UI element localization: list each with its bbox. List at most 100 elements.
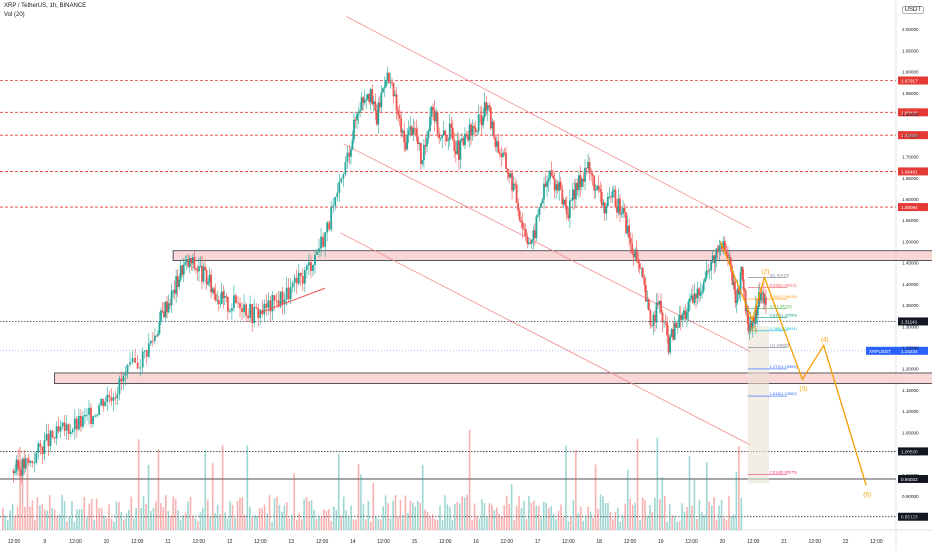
candle-body [51,430,54,438]
volume-bar [332,506,335,530]
candle-body [731,270,734,285]
candle-body [521,222,524,229]
candle-body [395,94,398,111]
candle-body [61,422,64,427]
volume-bar [236,500,239,530]
volume-bar [735,471,738,530]
volume-bar [688,456,691,530]
candle-body [233,295,235,309]
volume-bar [214,513,217,530]
candle-body [368,94,371,103]
candle-body [322,236,324,247]
volume-bar [76,509,78,530]
candle-body [747,323,750,332]
volume-bar [698,500,701,530]
fib-label-9: 1.618(1.13562) [770,391,798,396]
candle-body [518,210,521,221]
volume-bar [634,502,636,530]
fib-label-10: 2.618(0.95075) [770,470,798,475]
elliott-wave-projection: (1) (2) (3) (4) (5) [719,241,871,498]
price-tick-label: 1.50000 [902,239,919,244]
volume-bar [446,504,449,530]
price-axis[interactable]: 2.00000 1.95000 1.90000 1.85000 1.80000 1.750… [902,27,919,520]
candle-body [619,198,621,215]
candle-body [267,300,270,308]
candle-body [205,270,208,285]
candle-body [155,335,158,337]
volume-bar [298,512,300,530]
volume-bar [668,504,671,530]
candle-body [461,138,463,141]
candle-body [679,315,682,320]
candle-body [235,295,237,303]
fib-label-2: 0.236(1.39112) [770,283,798,288]
candle-body [94,415,96,417]
candle-body [14,471,16,474]
volume-bar [407,513,409,530]
volume-bar [693,480,696,530]
candle-body [158,321,161,334]
candle-body [71,429,74,432]
candle-body [112,397,115,401]
time-tick-label: 12:00 [8,539,21,545]
price-tick-label: 1.10000 [902,409,919,414]
volume-indicator-label[interactable]: Vol (20) [4,12,25,18]
candle-body [485,102,488,111]
volume-bar [412,502,414,530]
volume-bar [293,473,296,530]
volume-bar [53,509,56,530]
candle-body [407,130,410,136]
candle-body [303,270,306,284]
volume-bar [621,515,624,530]
candle-body [459,140,462,160]
volume-bar [377,518,380,530]
volume-bar [78,509,81,530]
wave-label-2: (2) [761,268,769,275]
candle-body [613,189,615,192]
volume-bar [98,508,100,530]
candle-body [541,199,544,204]
volume-bar [140,508,142,530]
volume-bar [644,499,646,530]
candle-body [166,301,168,313]
candle-body [558,181,561,191]
candle-body [35,452,38,463]
candle-body [245,304,247,316]
level-label-8: 0.94022 [901,477,918,482]
candle-body [222,291,225,299]
volume-bar [135,508,137,530]
volume-bar [701,512,703,530]
candle-body [419,143,422,164]
candle-body [608,196,611,198]
candle-body [385,80,387,87]
candle-body [202,266,205,282]
time-axis[interactable]: 12:00 9 12:00 10 12:00 11 12:00 12 12:00 13 12:00 1… [8,539,883,545]
candle-body [464,133,466,146]
candle-body [643,277,646,285]
candle-body [666,322,669,336]
candle-body [53,437,56,439]
volume-bar [367,501,370,530]
volume-bar [537,506,540,530]
volume-bar [320,516,323,530]
candle-body [413,128,416,130]
candle-body [287,287,290,300]
candle-body [705,270,708,278]
candle-body [465,133,468,136]
candle-body [739,272,742,292]
volume-bar [577,513,580,530]
volume-bar [115,501,118,530]
volume-bar [266,513,268,530]
volume-bar [387,503,389,530]
currency-button[interactable]: USDT [901,6,924,14]
time-tick-label: 11 [165,539,170,545]
candle-body [564,199,567,206]
candle-body [710,261,713,271]
volume-bar [421,464,424,530]
candle-body [126,364,129,373]
candle-body [424,144,427,147]
candle-body [588,162,591,174]
candle-body [96,414,99,416]
candle-body [27,459,30,463]
